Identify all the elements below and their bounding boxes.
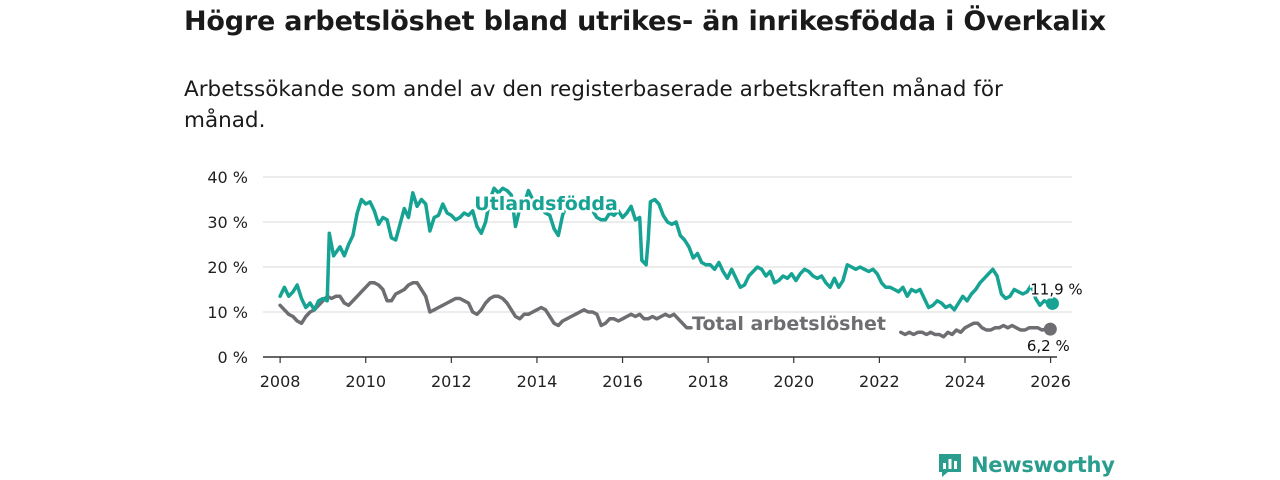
x-tick-label: 2010 xyxy=(345,372,386,391)
x-tick-label: 2016 xyxy=(602,372,643,391)
end-label-utlandsfodda: 11,9 % xyxy=(1030,280,1082,298)
x-tick-label: 2022 xyxy=(859,372,900,391)
brand-logo: Newsworthy xyxy=(937,450,1115,480)
x-tick-label: 2018 xyxy=(688,372,729,391)
x-tick-label: 2024 xyxy=(945,372,986,391)
brand-name: Newsworthy xyxy=(971,453,1115,477)
x-tick-label: 2012 xyxy=(431,372,472,391)
y-tick-label: 10 % xyxy=(207,303,248,322)
series-line-total xyxy=(278,281,1049,339)
x-tick-label: 2008 xyxy=(260,372,301,391)
y-tick-label: 30 % xyxy=(207,213,248,232)
end-point-utlandsfodda xyxy=(1045,296,1059,310)
chart-title: Högre arbetslöshet bland utrikes- än inr… xyxy=(184,6,1106,37)
series-label-utlandsfodda: Utlandsfödda xyxy=(474,193,618,215)
bar-chart-icon xyxy=(939,454,961,477)
x-tick-label: 2020 xyxy=(773,372,814,391)
series-label-total: Total arbetslöshet xyxy=(692,313,886,335)
x-tick-label: 2014 xyxy=(517,372,558,391)
chart-subtitle: Arbetssökande som andel av den registerb… xyxy=(184,77,1003,133)
series-line-utlandsfodda xyxy=(278,186,1051,312)
y-tick-label: 20 % xyxy=(207,258,248,277)
y-tick-label: 40 % xyxy=(207,168,248,187)
end-label-total: 6,2 % xyxy=(1027,337,1070,355)
x-tick-label: 2026 xyxy=(1030,372,1071,391)
y-tick-label: 0 % xyxy=(218,348,248,367)
end-point-total xyxy=(1043,322,1057,336)
